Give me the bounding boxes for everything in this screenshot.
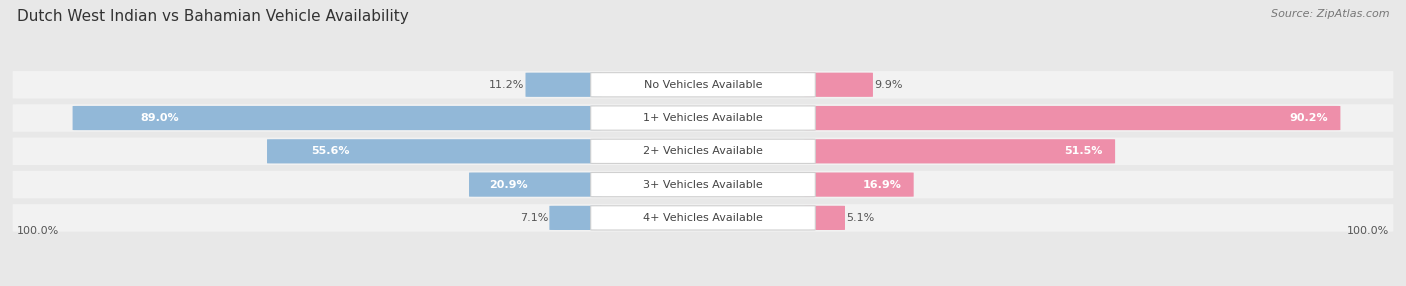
Text: 100.0%: 100.0% bbox=[17, 226, 59, 236]
Text: 5.1%: 5.1% bbox=[846, 213, 875, 223]
Text: 16.9%: 16.9% bbox=[862, 180, 901, 190]
FancyBboxPatch shape bbox=[804, 172, 914, 197]
FancyBboxPatch shape bbox=[804, 73, 873, 97]
FancyBboxPatch shape bbox=[804, 106, 1340, 130]
FancyBboxPatch shape bbox=[73, 106, 602, 130]
FancyBboxPatch shape bbox=[804, 139, 1115, 163]
FancyBboxPatch shape bbox=[591, 73, 815, 97]
Text: 9.9%: 9.9% bbox=[875, 80, 903, 90]
FancyBboxPatch shape bbox=[591, 106, 815, 130]
FancyBboxPatch shape bbox=[267, 139, 602, 163]
Text: 89.0%: 89.0% bbox=[141, 113, 179, 123]
Text: 90.2%: 90.2% bbox=[1289, 113, 1329, 123]
FancyBboxPatch shape bbox=[13, 104, 1393, 132]
FancyBboxPatch shape bbox=[13, 204, 1393, 232]
FancyBboxPatch shape bbox=[591, 172, 815, 197]
FancyBboxPatch shape bbox=[550, 206, 602, 230]
Text: 1+ Vehicles Available: 1+ Vehicles Available bbox=[643, 113, 763, 123]
Text: 3+ Vehicles Available: 3+ Vehicles Available bbox=[643, 180, 763, 190]
FancyBboxPatch shape bbox=[591, 139, 815, 163]
Text: 2+ Vehicles Available: 2+ Vehicles Available bbox=[643, 146, 763, 156]
Text: 100.0%: 100.0% bbox=[1347, 226, 1389, 236]
Text: 20.9%: 20.9% bbox=[489, 180, 527, 190]
FancyBboxPatch shape bbox=[591, 206, 815, 230]
Text: 7.1%: 7.1% bbox=[520, 213, 548, 223]
Text: Dutch West Indian vs Bahamian Vehicle Availability: Dutch West Indian vs Bahamian Vehicle Av… bbox=[17, 9, 409, 23]
Text: 11.2%: 11.2% bbox=[489, 80, 524, 90]
FancyBboxPatch shape bbox=[13, 138, 1393, 165]
Text: No Vehicles Available: No Vehicles Available bbox=[644, 80, 762, 90]
Text: 55.6%: 55.6% bbox=[311, 146, 350, 156]
FancyBboxPatch shape bbox=[470, 172, 602, 197]
FancyBboxPatch shape bbox=[526, 73, 602, 97]
Text: 51.5%: 51.5% bbox=[1064, 146, 1102, 156]
FancyBboxPatch shape bbox=[804, 206, 845, 230]
Text: Source: ZipAtlas.com: Source: ZipAtlas.com bbox=[1271, 9, 1389, 19]
FancyBboxPatch shape bbox=[13, 71, 1393, 98]
Text: 4+ Vehicles Available: 4+ Vehicles Available bbox=[643, 213, 763, 223]
FancyBboxPatch shape bbox=[13, 171, 1393, 198]
